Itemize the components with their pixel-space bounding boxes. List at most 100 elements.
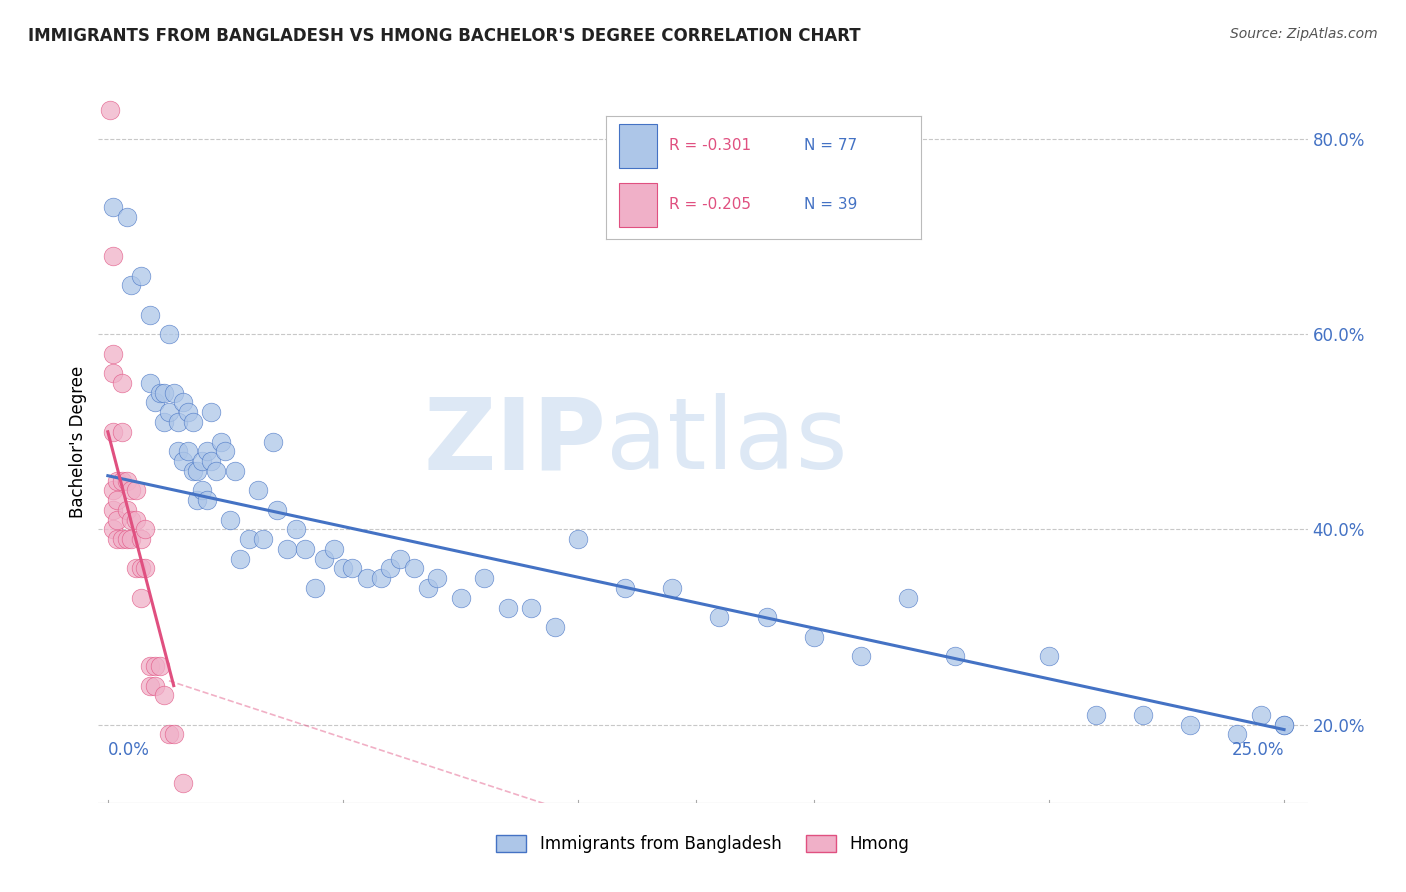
Point [120, 513, 142, 527]
Point [661, 581, 683, 595]
Point [1178, 717, 1201, 731]
Point [143, 659, 166, 673]
Y-axis label: Bachelor's Degree: Bachelor's Degree [69, 366, 87, 517]
Point [209, 434, 232, 449]
Point [224, 464, 246, 478]
Point [172, 776, 194, 790]
Point [849, 649, 872, 664]
Point [803, 630, 825, 644]
Point [134, 523, 156, 537]
Point [181, 464, 204, 478]
Point [167, 415, 190, 429]
Point [342, 561, 364, 575]
Point [614, 581, 637, 595]
Point [101, 346, 124, 360]
Point [143, 679, 166, 693]
Point [111, 474, 134, 488]
Point [125, 561, 148, 575]
Point [402, 561, 425, 575]
Point [163, 385, 186, 400]
Point [450, 591, 472, 605]
Point [219, 513, 242, 527]
Point [149, 385, 172, 400]
Legend: Immigrants from Bangladesh, Hmong: Immigrants from Bangladesh, Hmong [489, 828, 917, 860]
Point [157, 327, 180, 342]
Point [120, 483, 142, 498]
Point [134, 561, 156, 575]
Point [167, 444, 190, 458]
Point [294, 541, 316, 556]
Point [105, 474, 128, 488]
Text: IMMIGRANTS FROM BANGLADESH VS HMONG BACHELOR'S DEGREE CORRELATION CHART: IMMIGRANTS FROM BANGLADESH VS HMONG BACH… [28, 27, 860, 45]
Point [120, 532, 142, 546]
Point [285, 523, 308, 537]
Point [129, 532, 152, 546]
Point [153, 689, 176, 703]
Point [897, 591, 920, 605]
Point [139, 679, 162, 693]
Point [101, 425, 124, 439]
Text: 25.0%: 25.0% [1232, 741, 1284, 759]
Point [98, 103, 121, 117]
Point [157, 727, 180, 741]
Point [125, 513, 148, 527]
Point [247, 483, 270, 498]
Text: Source: ZipAtlas.com: Source: ZipAtlas.com [1230, 27, 1378, 41]
Point [129, 268, 152, 283]
Point [1084, 707, 1107, 722]
Point [105, 532, 128, 546]
Point [186, 493, 208, 508]
Point [228, 551, 250, 566]
Point [139, 376, 162, 390]
Point [252, 532, 274, 546]
Point [314, 551, 336, 566]
Point [304, 581, 326, 595]
Point [1272, 717, 1295, 731]
Point [101, 366, 124, 380]
Point [191, 454, 214, 468]
Point [111, 425, 134, 439]
Point [370, 571, 392, 585]
Text: 0.0%: 0.0% [108, 741, 149, 759]
Point [111, 376, 134, 390]
Point [416, 581, 439, 595]
Point [101, 249, 124, 263]
Point [111, 532, 134, 546]
Point [205, 464, 228, 478]
Point [115, 210, 138, 224]
Point [520, 600, 543, 615]
Point [177, 405, 200, 419]
Point [332, 561, 354, 575]
Point [388, 551, 411, 566]
Text: ZIP: ZIP [423, 393, 606, 490]
Point [115, 532, 138, 546]
Point [496, 600, 519, 615]
Point [322, 541, 344, 556]
Point [105, 513, 128, 527]
Point [195, 444, 218, 458]
Point [276, 541, 298, 556]
Point [262, 434, 284, 449]
Point [153, 415, 176, 429]
Point [129, 561, 152, 575]
Point [115, 503, 138, 517]
Point [101, 200, 124, 214]
Point [544, 620, 567, 634]
Point [157, 405, 180, 419]
Point [378, 561, 401, 575]
Point [143, 395, 166, 409]
Point [125, 483, 148, 498]
Point [120, 278, 142, 293]
Point [139, 308, 162, 322]
Point [755, 610, 778, 624]
Point [139, 659, 162, 673]
Point [191, 483, 214, 498]
Point [1226, 727, 1249, 741]
Point [101, 483, 124, 498]
Point [943, 649, 966, 664]
Point [153, 385, 176, 400]
Point [195, 493, 218, 508]
Point [238, 532, 260, 546]
Point [149, 659, 172, 673]
Point [1038, 649, 1060, 664]
